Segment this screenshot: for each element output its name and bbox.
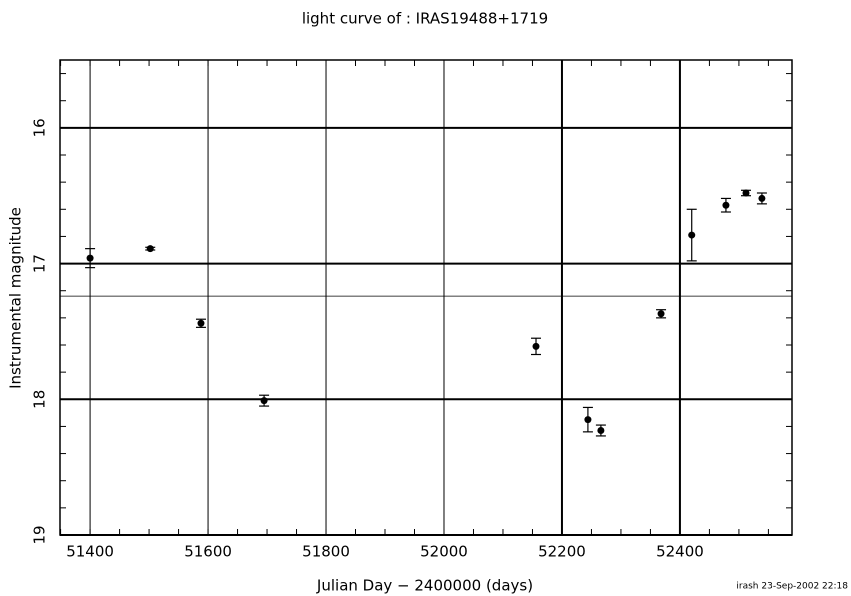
data-point bbox=[584, 416, 592, 424]
data-point bbox=[532, 342, 540, 350]
data-point bbox=[758, 194, 766, 202]
x-axis-label: Julian Day − 2400000 (days) bbox=[316, 577, 533, 595]
y-tick-label: 18 bbox=[31, 390, 49, 409]
plot-frame bbox=[59, 59, 793, 536]
chart-title: light curve of : IRAS19488+1719 bbox=[302, 10, 548, 28]
data-point bbox=[86, 254, 94, 262]
data-point bbox=[657, 310, 665, 318]
x-tick-label: 51400 bbox=[66, 543, 114, 561]
x-tick-label: 51800 bbox=[302, 543, 350, 561]
data-point bbox=[260, 397, 268, 405]
x-tick-label: 52400 bbox=[656, 543, 704, 561]
data-point bbox=[146, 245, 154, 253]
y-tick-label: 16 bbox=[31, 118, 49, 137]
footer: irash 23-Sep-2002 22:18 bbox=[736, 582, 848, 592]
y-tick-label: 17 bbox=[31, 254, 49, 273]
x-tick-label: 52000 bbox=[420, 543, 468, 561]
data-point bbox=[197, 319, 205, 327]
data-point bbox=[742, 189, 750, 197]
data-point bbox=[722, 201, 730, 209]
y-tick-label: 19 bbox=[31, 525, 49, 544]
data-point bbox=[688, 231, 696, 239]
data-point bbox=[597, 427, 605, 434]
x-tick-label: 52200 bbox=[538, 543, 586, 561]
y-axis-label: Instrumental magnitude bbox=[7, 207, 25, 389]
x-tick-label: 51600 bbox=[184, 543, 232, 561]
